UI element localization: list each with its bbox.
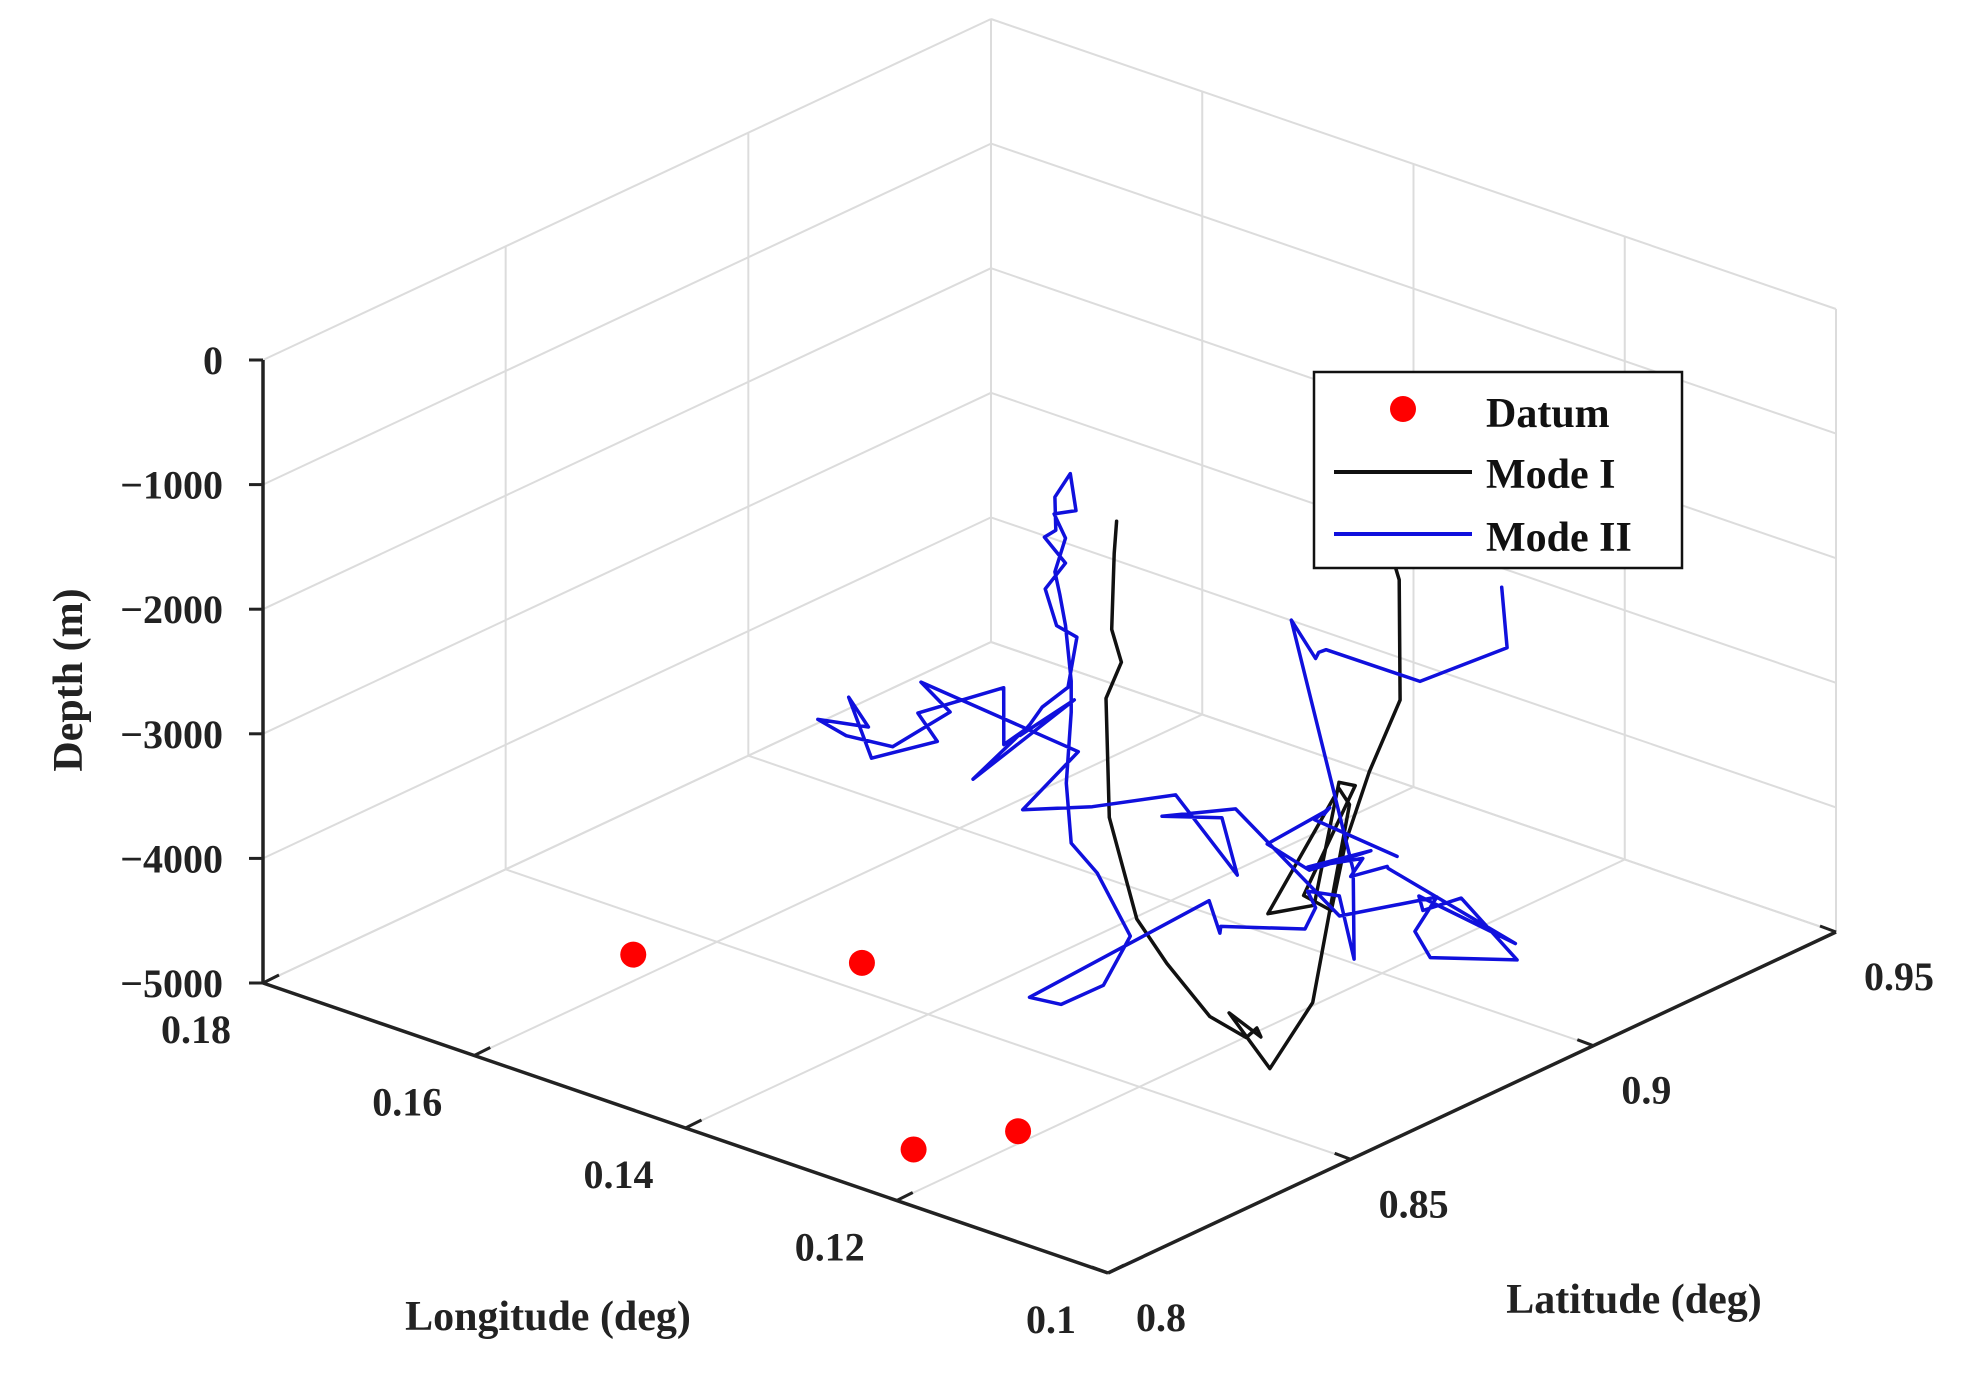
legend-mode1-label: Mode I — [1486, 452, 1616, 498]
longitude-tick-label: 0.12 — [795, 1225, 865, 1270]
latitude-axis-line — [1107, 930, 1837, 1275]
ticks-layer: 0 −1000 −2000 −3000 −4000 −5000 0.1 0.12 0.14 0.1… — [120, 338, 1934, 1342]
mode1-trajectory — [1104, 508, 1402, 1071]
latitude-tick — [1091, 1265, 1109, 1275]
depth-tick-label: 0 — [203, 338, 223, 383]
gridline-floor-lon — [685, 786, 1414, 1129]
gridline-floor-lat — [748, 754, 1594, 1047]
data-layer — [620, 471, 1519, 1163]
datum-point — [848, 949, 875, 976]
latitude-tick-label: 0.8 — [1136, 1295, 1186, 1340]
longitude-tick-label: 0.18 — [161, 1007, 231, 1052]
gridline-wall-depth — [262, 267, 992, 611]
latitude-axis-label: Latitude (deg) — [1506, 1277, 1762, 1323]
longitude-tick-label: 0.16 — [372, 1080, 442, 1125]
depth-tick-label: −1000 — [120, 463, 223, 508]
longitude-tick — [473, 1046, 491, 1057]
depth-tick-label: −3000 — [120, 712, 223, 757]
longitude-tick — [684, 1118, 703, 1130]
gridline-floor-lon — [896, 858, 1626, 1202]
datum-point — [900, 1136, 927, 1163]
depth-tick-label: −2000 — [120, 587, 223, 632]
latitude-tick-label: 0.85 — [1379, 1181, 1449, 1226]
mode2-trajectory — [816, 471, 1519, 1007]
legend-datum-label: Datum — [1486, 391, 1610, 437]
latitude-tick — [1334, 1151, 1352, 1161]
legend: Datum Mode I Mode II — [1312, 370, 1684, 570]
longitude-tick — [1107, 1263, 1125, 1275]
datum-point — [1005, 1118, 1032, 1145]
longitude-tick-label: 0.14 — [584, 1152, 654, 1197]
latitude-tick-label: 0.95 — [1864, 954, 1934, 999]
latitude-tick-label: 0.9 — [1621, 1068, 1671, 1113]
gridline-wall-depth — [262, 18, 992, 361]
gridline-wall-depth — [262, 142, 992, 486]
gridline-wall-depth — [262, 391, 992, 735]
gridline-wall-depth — [990, 18, 1837, 310]
gridline-floor-lat — [505, 868, 1351, 1161]
gridline-wall-depth — [990, 142, 1837, 435]
latitude-tick — [1819, 924, 1837, 934]
depth-tick-label: −4000 — [120, 836, 223, 881]
gridline-wall-depth — [262, 641, 992, 984]
gridline-wall-depth — [990, 516, 1837, 809]
longitude-tick-label: 0.1 — [1026, 1297, 1076, 1342]
longitude-axis-label: Longitude (deg) — [405, 1294, 691, 1340]
gridline-floor-lon — [473, 713, 1203, 1057]
depth-axis-label: Depth (m) — [46, 588, 92, 771]
grid-layer — [262, 18, 1837, 1274]
longitude-tick — [896, 1191, 914, 1202]
legend-datum-marker — [1390, 396, 1416, 422]
longitude-tick — [262, 973, 280, 985]
legend-mode2-label: Mode II — [1486, 515, 1632, 561]
depth-tick-label: −5000 — [120, 961, 223, 1006]
latitude-tick — [1576, 1038, 1594, 1048]
gridline-wall-depth — [990, 641, 1837, 933]
gridline-wall-depth — [262, 516, 992, 860]
datum-point — [620, 941, 647, 968]
